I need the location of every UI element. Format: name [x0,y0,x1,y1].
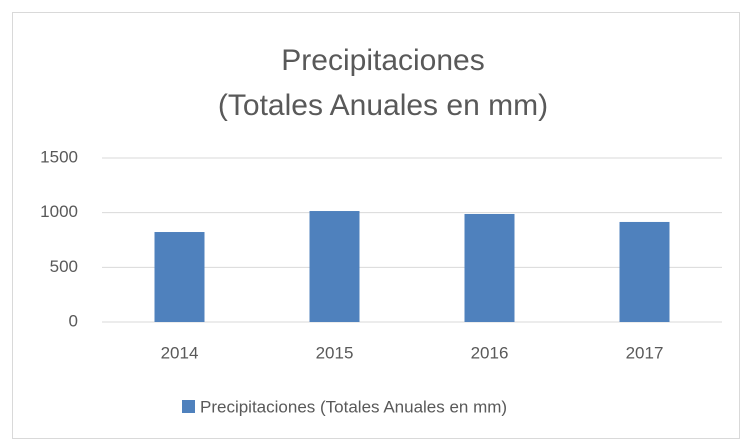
chart-title: (Totales Anuales en mm) [218,89,548,122]
x-tick-label: 2015 [316,343,354,362]
bar [464,213,515,322]
legend-label: Precipitaciones (Totales Anuales en mm) [200,397,507,416]
chart-title: Precipitaciones [281,44,484,77]
x-tick-label: 2014 [161,343,199,362]
y-tick-label: 1500 [40,147,78,166]
bar [619,221,670,322]
y-tick-label: 0 [69,311,78,330]
x-tick-label: 2016 [471,343,509,362]
chart-border [12,12,740,439]
x-tick-label: 2017 [626,343,664,362]
y-tick-label: 500 [50,257,78,276]
bar [309,211,360,322]
legend-swatch [182,400,195,413]
bar [154,232,205,322]
y-tick-label: 1000 [40,202,78,221]
